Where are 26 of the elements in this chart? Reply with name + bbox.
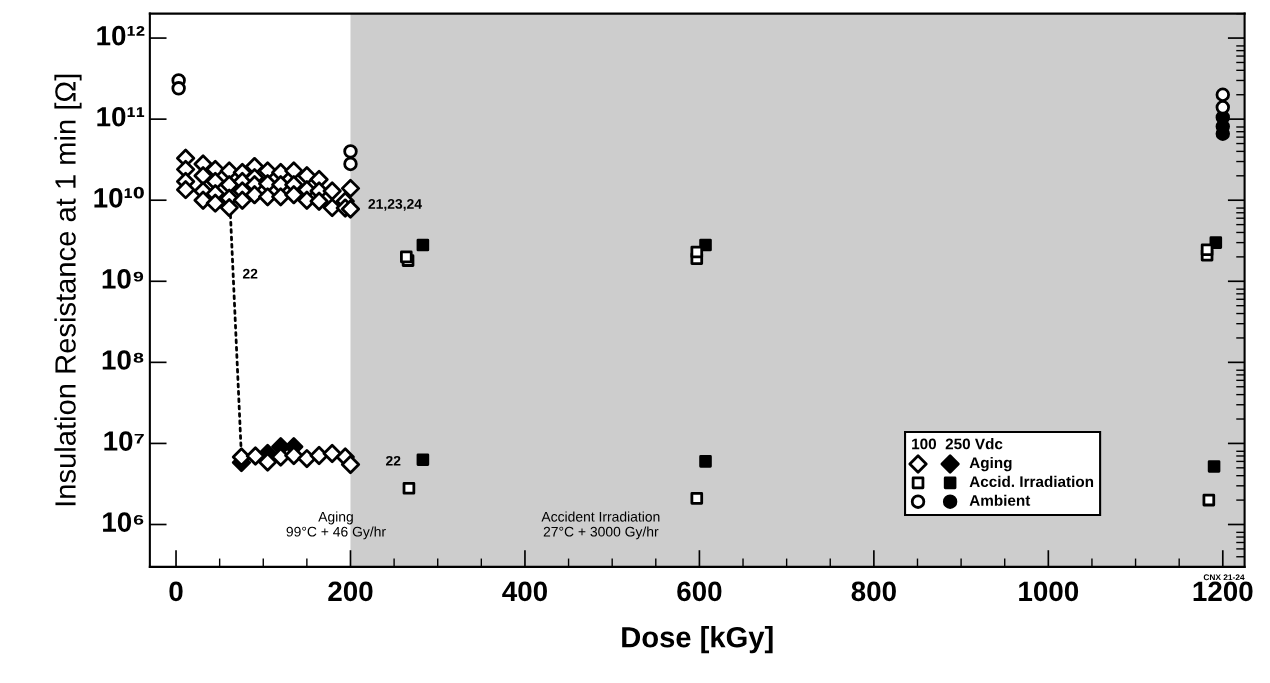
legend-label: Ambient: [969, 494, 1031, 506]
y-tick-label: 10⁶: [103, 512, 144, 532]
annotation: Aging 99°C + 46 Gy/hr: [286, 511, 386, 540]
x-tick-label: 800: [851, 581, 896, 602]
y-tick-label: 10¹⁰: [94, 186, 144, 208]
x-tick-label: 400: [502, 581, 547, 602]
annotation: 22: [242, 268, 258, 279]
annotation: 22: [385, 455, 401, 466]
y-tick-label: 10⁷: [104, 431, 144, 451]
text: CNX 21-24: [1203, 574, 1245, 581]
x-tick-label: 1000: [1019, 581, 1079, 602]
band-label: Accident Irradiation 27°C + 3000 Gy/hr: [541, 511, 660, 540]
x-tick-label: 0: [169, 581, 183, 602]
y-tick-label: 10¹²: [97, 25, 145, 46]
y-axis-title: Insulation Resistance at 1 min [Ω]: [54, 74, 82, 506]
annotation: 21,23,24: [368, 199, 422, 211]
legend-label: Accid. Irradiation: [969, 475, 1094, 488]
y-tick-label: 10⁸: [102, 350, 144, 370]
legend-label: Aging: [969, 456, 1012, 472]
x-axis-title: Dose [kGy]: [622, 626, 773, 654]
y-tick-label: 10¹¹: [97, 106, 145, 127]
x-tick-label: 200: [328, 581, 373, 602]
x-tick-label: 1200: [1193, 581, 1253, 602]
y-tick-label: 10⁹: [102, 269, 144, 289]
legend-title: 100 250 Vdc: [912, 438, 1003, 450]
x-tick-label: 600: [677, 581, 722, 602]
